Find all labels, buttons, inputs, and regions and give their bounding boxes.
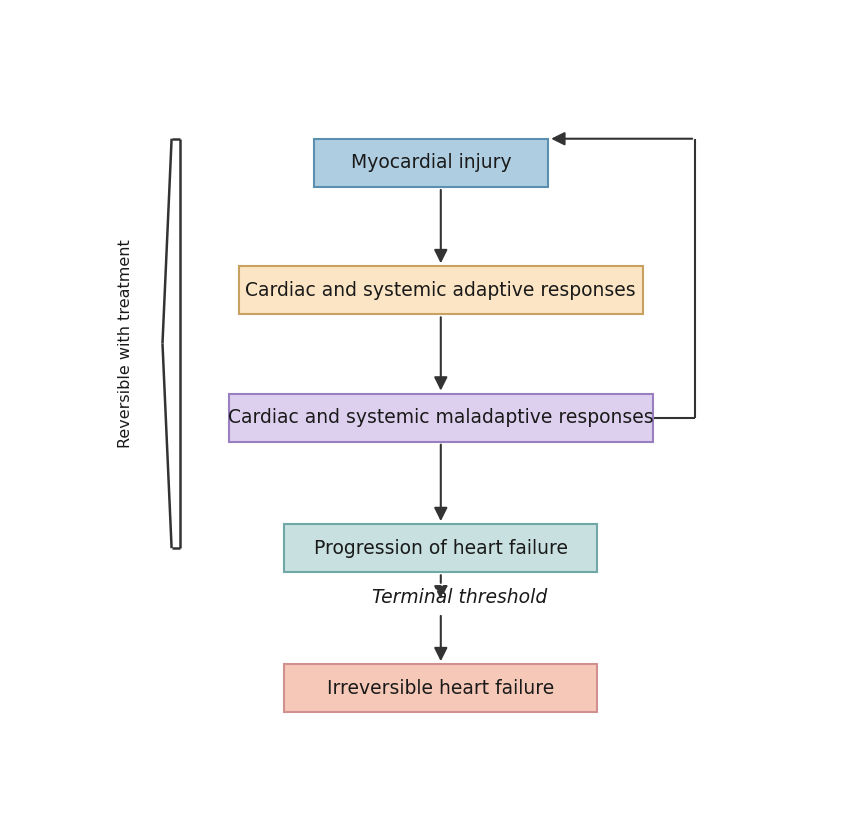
FancyBboxPatch shape (284, 664, 597, 712)
FancyBboxPatch shape (239, 266, 643, 314)
Text: Cardiac and systemic adaptive responses: Cardiac and systemic adaptive responses (246, 281, 636, 299)
FancyBboxPatch shape (284, 524, 597, 572)
Text: Irreversible heart failure: Irreversible heart failure (327, 679, 554, 698)
FancyBboxPatch shape (229, 394, 653, 442)
Text: Terminal threshold: Terminal threshold (373, 588, 547, 607)
Text: Cardiac and systemic maladaptive responses: Cardiac and systemic maladaptive respons… (228, 409, 653, 427)
Text: Myocardial injury: Myocardial injury (351, 154, 511, 172)
Text: Progression of heart failure: Progression of heart failure (314, 538, 568, 557)
Text: Reversible with treatment: Reversible with treatment (119, 239, 134, 447)
FancyBboxPatch shape (314, 139, 548, 187)
